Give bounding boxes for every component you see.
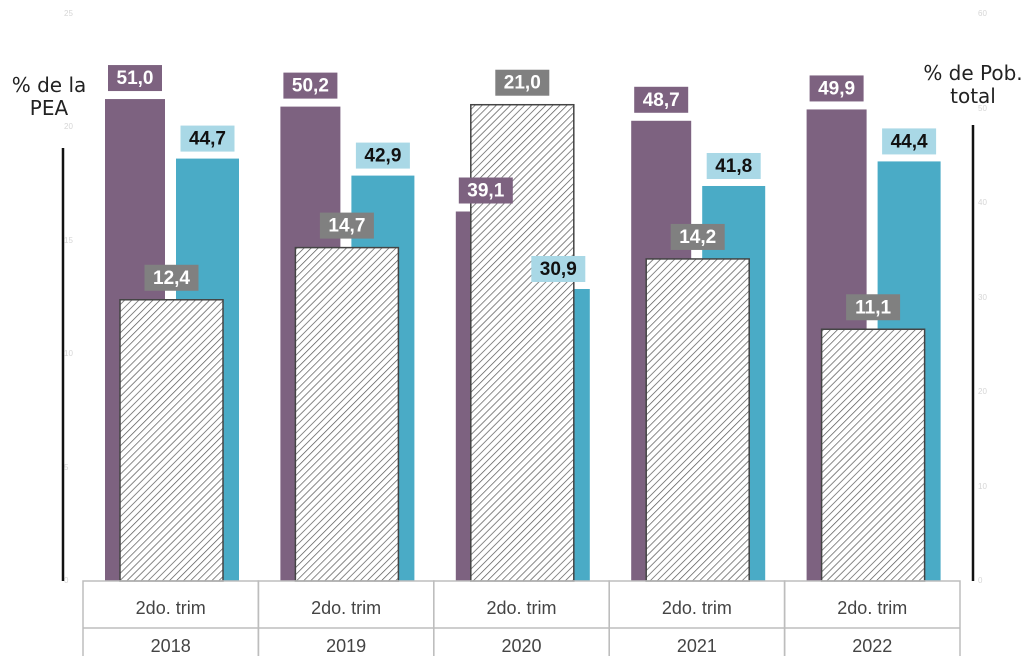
data-label-series-3-bg	[319, 212, 374, 239]
category-period-label: 2do. trim	[136, 598, 206, 618]
data-label-series-3: 11,1	[855, 297, 891, 318]
data-label-series-3-bg	[670, 223, 725, 250]
bars-layer	[105, 99, 941, 582]
left-axis-tick-label: 10	[64, 349, 73, 359]
data-label-series-1-bg	[458, 177, 513, 204]
data-label-series-2-bg	[180, 125, 235, 152]
right-axis-tick-label: 0	[978, 576, 983, 585]
data-label-series-3: 12,4	[153, 268, 190, 289]
data-label-series-1: 50,2	[292, 76, 329, 97]
data-label-series-3: 14,2	[679, 227, 716, 248]
bar-series-3	[294, 246, 400, 582]
data-label-series-1-bg	[283, 72, 338, 99]
data-label-series-3: 14,7	[328, 216, 365, 237]
category-period-label: 2do. trim	[662, 598, 732, 618]
data-label-series-1: 39,1	[467, 181, 504, 202]
data-label-series-1: 49,9	[818, 78, 855, 99]
data-label-series-3-bg	[846, 294, 901, 321]
data-label-series-2: 44,7	[189, 129, 226, 150]
data-label-series-1-bg	[809, 75, 864, 102]
data-label-series-3-bg	[495, 69, 550, 96]
data-label-series-1: 51,0	[117, 68, 154, 89]
bar-series-3	[820, 328, 926, 582]
right-axis-tick-label: 30	[978, 292, 987, 302]
data-label-series-1: 48,7	[643, 90, 680, 111]
category-year-label: 2020	[501, 636, 541, 656]
category-year-label: 2021	[677, 636, 717, 656]
left-axis-tick-label: 0	[64, 576, 69, 585]
data-label-series-3: 21,0	[504, 73, 541, 94]
category-cell	[783, 580, 961, 656]
data-label-series-1-bg	[634, 86, 689, 113]
data-label-series-2-bg	[531, 255, 586, 282]
right-axis-title-line: % de Pob.	[923, 61, 1023, 85]
data-label-series-2-bg	[882, 128, 937, 155]
right-axis-tick-label: 60	[978, 9, 987, 18]
left-axis-tick-label: 5	[64, 462, 69, 472]
category-period-label: 2do. trim	[837, 598, 907, 618]
right-axis-title: % de Pob. total	[914, 62, 1029, 108]
left-axis-title: % de la PEA	[8, 74, 90, 120]
data-label-series-1-bg	[108, 65, 162, 92]
category-year-label: 2019	[326, 636, 366, 656]
category-table: 2do. trim 2018 2do. trim 2019 2do. trim 2020 2…	[82, 580, 961, 656]
left-axis-tick-label: 15	[64, 235, 73, 245]
data-label-series-2: 42,9	[364, 146, 401, 167]
left-axis-tick-label: 20	[64, 122, 73, 132]
right-axis-tick-label: 50	[978, 103, 987, 113]
axes-layer	[61, 125, 975, 581]
data-label-series-2-bg	[706, 152, 761, 179]
right-axis-title-line: total	[950, 84, 996, 108]
data-label-series-2: 41,8	[715, 156, 752, 177]
data-labels-layer: 51,0 44,7 12,4 50,2 42,9 14,7 39,1 30,9 21,0 48,7…	[108, 65, 937, 321]
category-period-label: 2do. trim	[486, 598, 556, 618]
data-label-series-2: 30,9	[540, 259, 577, 280]
right-axis-tick-label: 20	[978, 387, 987, 396]
data-label-series-3-bg	[144, 264, 199, 291]
left-axis-tick-label: 25	[64, 9, 73, 18]
category-year-label: 2022	[852, 636, 892, 656]
category-period-label: 2do. trim	[311, 598, 381, 618]
right-axis-tick-label: 40	[978, 198, 987, 207]
bar-series-3	[645, 258, 750, 582]
category-year-label: 2018	[151, 636, 191, 656]
data-label-series-2: 44,4	[891, 131, 928, 152]
data-label-series-2-bg	[355, 142, 410, 169]
bar-series-3	[119, 299, 224, 582]
left-axis-title-line: PEA	[29, 96, 69, 120]
left-axis-title-line: % de la	[11, 73, 87, 97]
right-axis-tick-label: 10	[978, 481, 987, 491]
bar-series-3	[470, 103, 575, 582]
